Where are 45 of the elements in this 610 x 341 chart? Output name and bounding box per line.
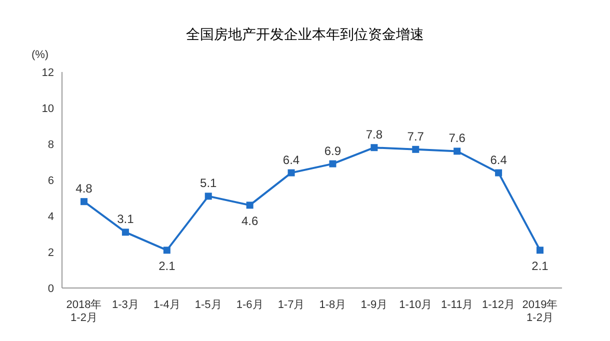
data-label: 5.1 xyxy=(200,176,218,190)
x-tick-label: 1-4月 xyxy=(153,299,180,311)
y-tick-label: 4 xyxy=(48,210,54,223)
point xyxy=(122,228,129,236)
point xyxy=(536,246,544,254)
x-tick-label: 2018年 1-2月 xyxy=(66,299,102,324)
data-label: 4.8 xyxy=(76,182,93,196)
point xyxy=(246,202,254,209)
x-tick-label: 1-5月 xyxy=(194,299,222,311)
point xyxy=(412,146,420,153)
data-label: 2.1 xyxy=(532,259,549,274)
point xyxy=(454,148,461,155)
point xyxy=(204,192,212,200)
data-label: 6.9 xyxy=(324,144,342,158)
chart-title: 全国房地产开发企业本年到位资金增速 xyxy=(185,26,425,45)
y-tick-label: 2 xyxy=(48,246,54,259)
x-tick-label: 1-12月 xyxy=(482,299,516,311)
x-tick-label: 1-10月 xyxy=(399,299,432,311)
data-label: 7.6 xyxy=(448,131,466,146)
y-tick-label: 12 xyxy=(42,66,54,79)
x-tick-label: 1-11月 xyxy=(440,299,474,311)
point xyxy=(163,246,170,254)
y-axis-title: (%) xyxy=(31,49,49,61)
data-label: 7.8 xyxy=(366,128,383,142)
y-tick-label: 8 xyxy=(48,138,54,151)
data-label: 6.4 xyxy=(490,152,508,167)
x-tick-label: 1-3月 xyxy=(112,299,139,311)
y-tick-label: 0 xyxy=(48,282,54,295)
x-tick-label: 2019年 1-2月 xyxy=(522,299,558,324)
x-tick-label: 1-7月 xyxy=(278,299,305,311)
x-tick-label: 1-8月 xyxy=(319,299,346,311)
y-tick-label: 6 xyxy=(48,174,54,187)
x-tick-label: 1-6月 xyxy=(236,299,264,311)
data-label: 4.6 xyxy=(241,214,258,228)
x-tick-label: 1-9月 xyxy=(360,299,388,311)
data-label: 7.7 xyxy=(407,129,424,144)
point xyxy=(80,198,88,206)
data-label: 6.4 xyxy=(282,152,300,167)
point xyxy=(495,169,502,176)
data-label: 2.1 xyxy=(158,259,176,274)
point xyxy=(288,169,295,176)
y-tick-label: 10 xyxy=(42,102,54,115)
point xyxy=(370,144,378,152)
point xyxy=(329,160,336,168)
data-label: 3.1 xyxy=(117,212,134,226)
